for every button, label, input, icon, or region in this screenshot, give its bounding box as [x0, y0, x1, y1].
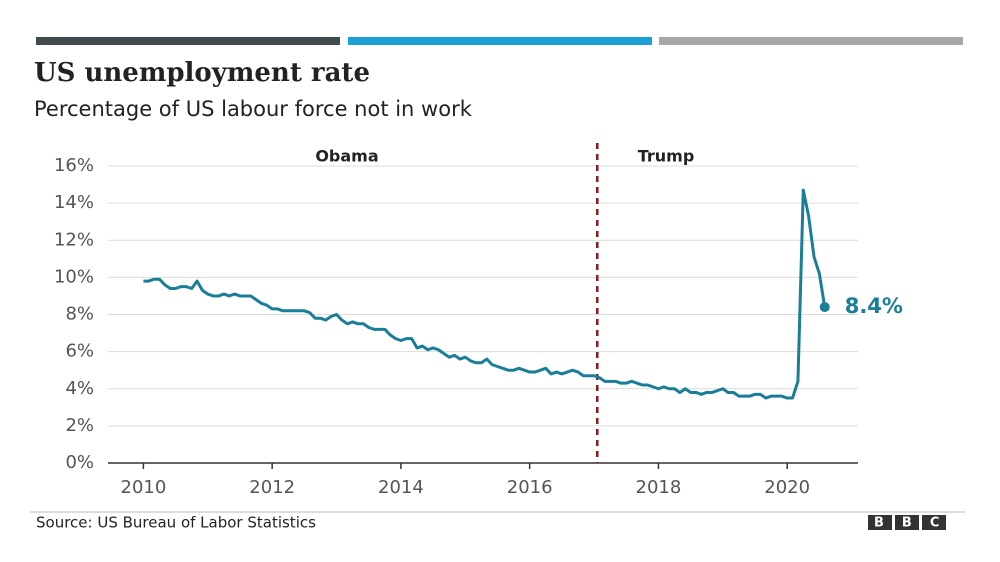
- x-tick-label: 2014: [378, 477, 424, 498]
- data-line: [143, 188, 827, 400]
- y-tick-label: 6%: [65, 341, 94, 362]
- header-bar: [36, 37, 340, 45]
- x-tick-label: 2020: [764, 477, 810, 498]
- annotation: Obama: [315, 147, 378, 166]
- y-tick-label: 0%: [65, 452, 94, 473]
- end-point: [819, 302, 830, 313]
- header-bar: [348, 37, 652, 45]
- logo-box: [922, 515, 946, 530]
- logo-box: [868, 515, 892, 530]
- header-bar: [659, 37, 963, 45]
- x-tick-label: 2012: [249, 477, 295, 498]
- logo-box: [895, 515, 919, 530]
- end-label: 8.4%: [845, 294, 903, 318]
- logo-text: BBC: [874, 516, 957, 531]
- x-tick-label: 2016: [507, 477, 553, 498]
- y-tick-label: 12%: [54, 229, 94, 250]
- y-tick-label: 2%: [65, 415, 94, 436]
- y-tick-label: 4%: [65, 378, 94, 399]
- logo: BBC: [868, 515, 957, 531]
- x-tick-label: 2010: [121, 477, 167, 498]
- annotation: Trump: [638, 147, 695, 166]
- chart-subtitle: Percentage of US labour force not in wor…: [34, 97, 473, 121]
- y-tick-label: 14%: [54, 192, 94, 213]
- y-tick-label: 10%: [54, 266, 94, 287]
- y-tick-label: 8%: [65, 304, 94, 325]
- source: Source: US Bureau of Labor Statistics: [36, 514, 316, 532]
- y-tick-label: 16%: [54, 155, 94, 176]
- x-tick-label: 2018: [636, 477, 682, 498]
- chart-title: US unemployment rate: [34, 58, 370, 88]
